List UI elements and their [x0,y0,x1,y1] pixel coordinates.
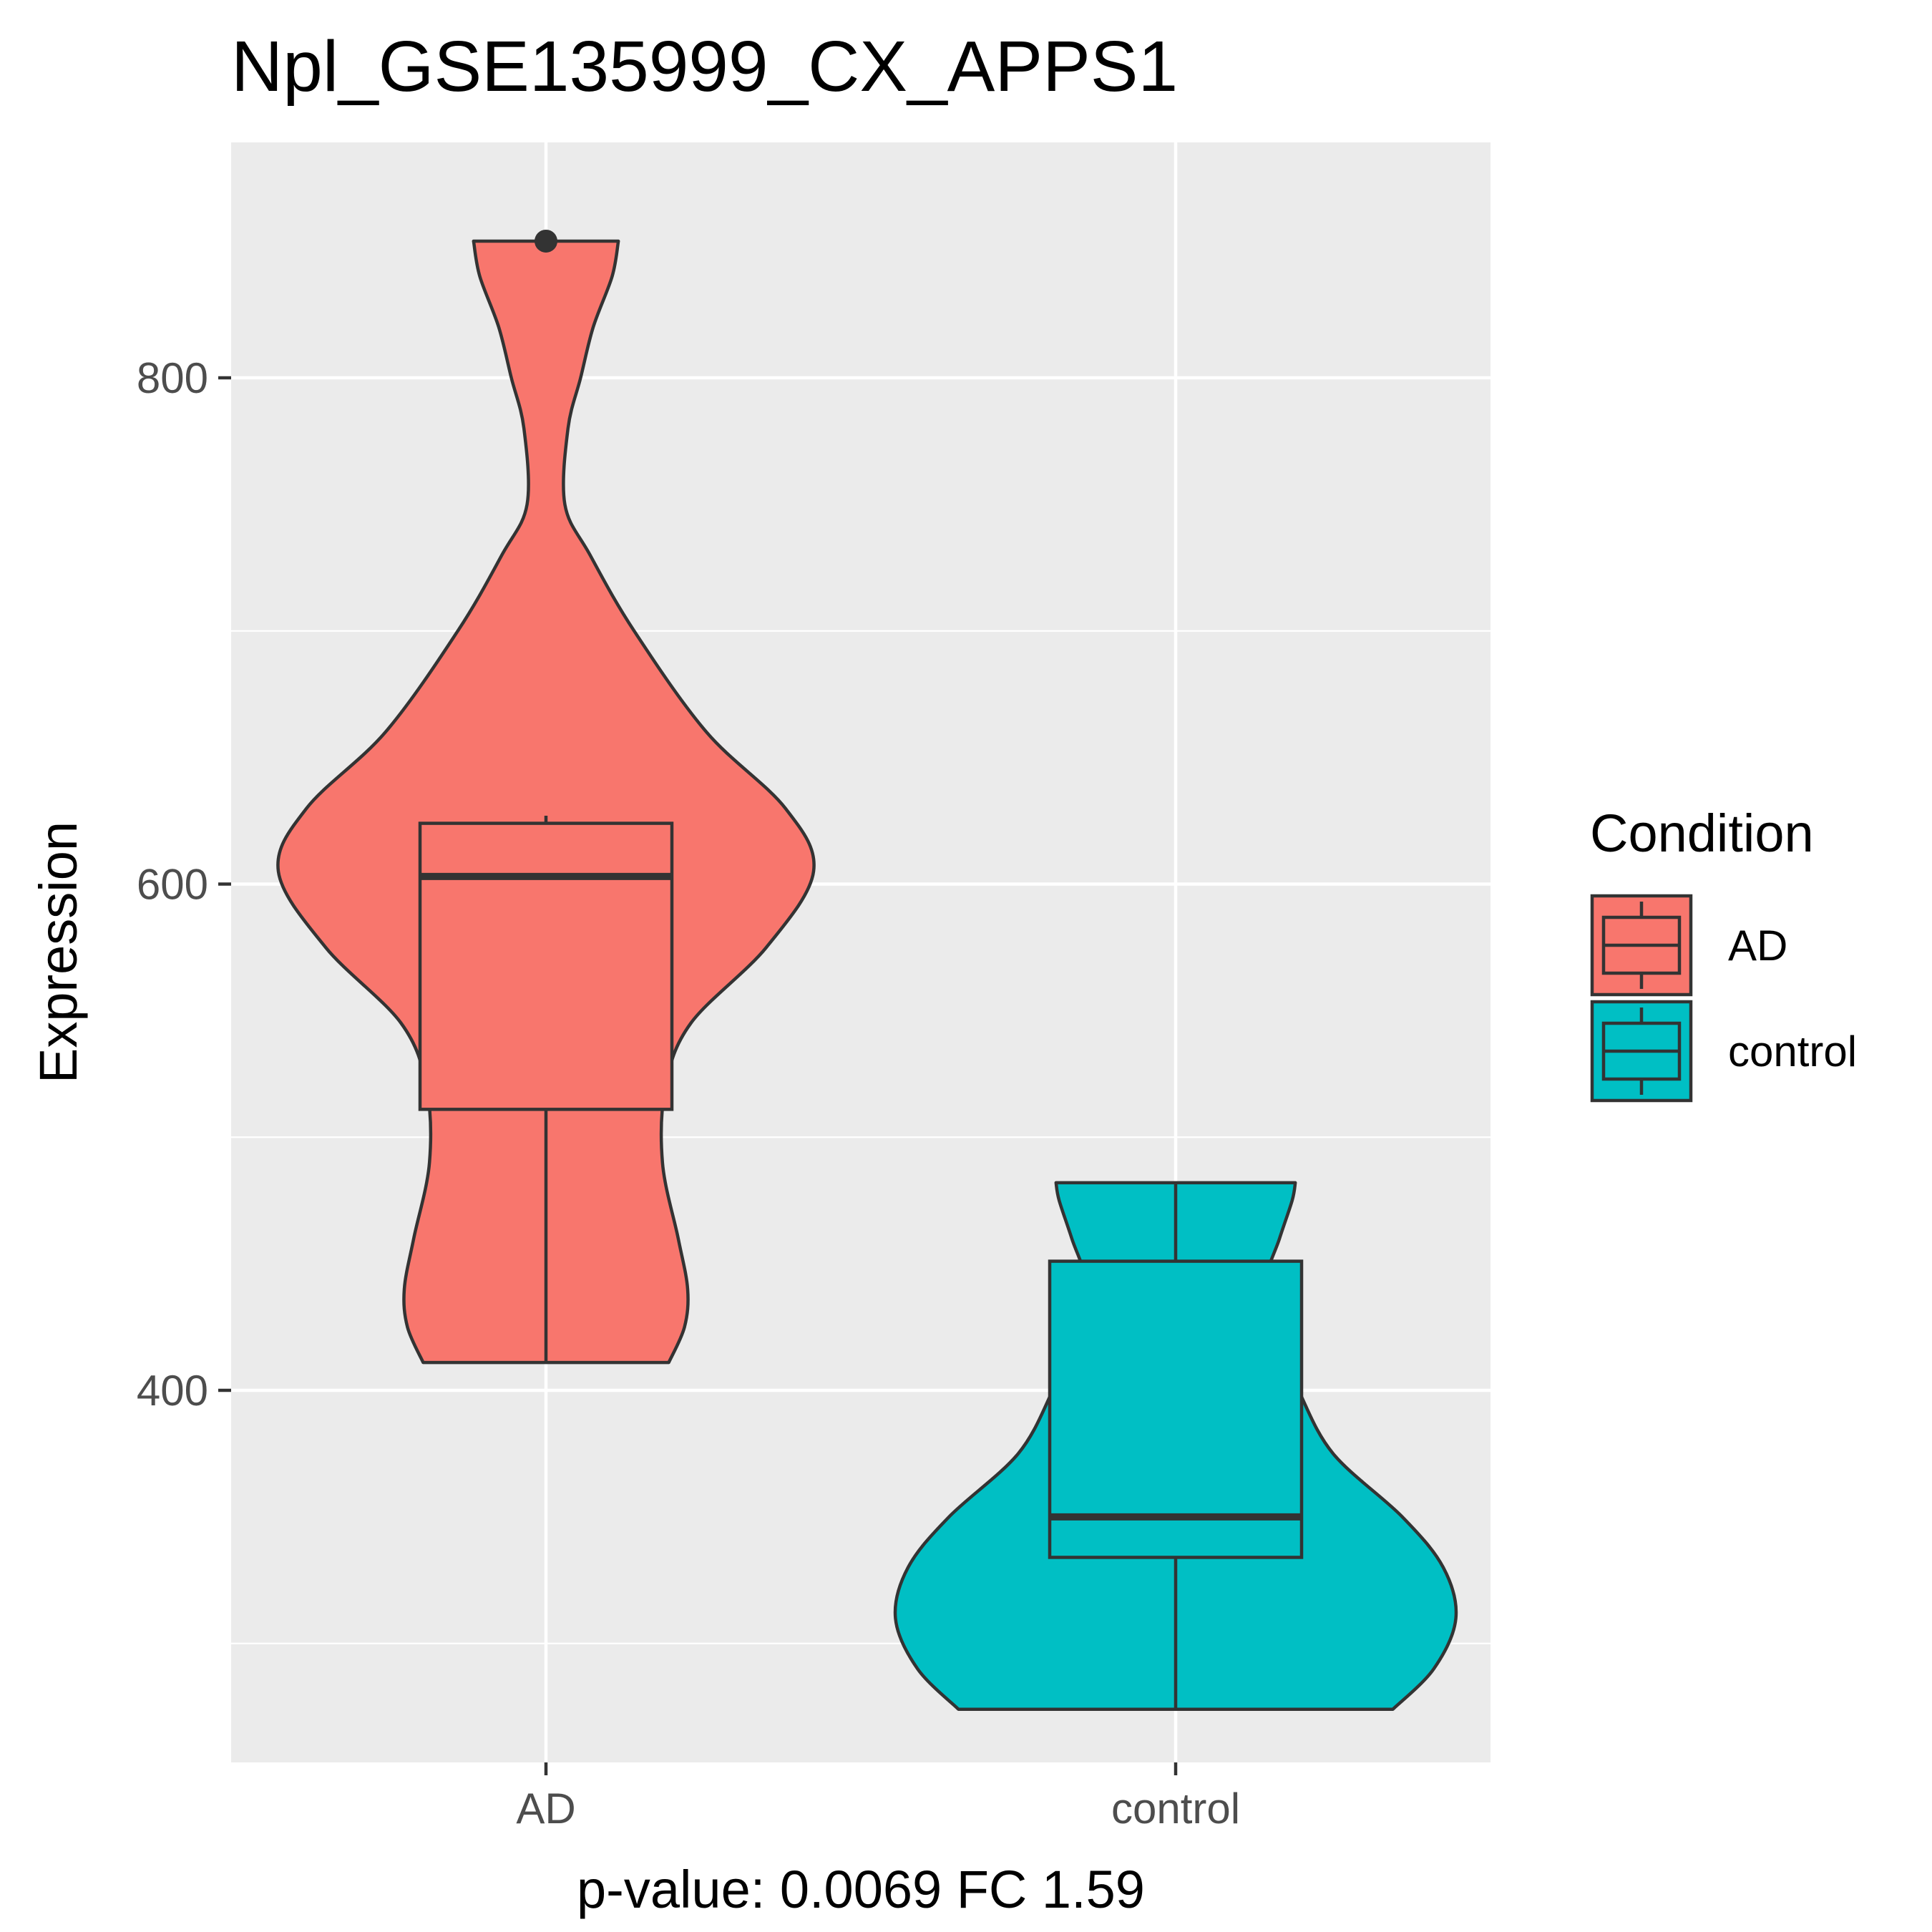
legend-label-AD: AD [1728,922,1787,970]
box-AD [418,821,674,1111]
y-axis: 400 600 800 [137,354,231,1415]
y-tick-label: 400 [137,1367,208,1415]
outlier-point-AD [535,229,557,253]
chart-title: Npl_GSE135999_CX_APPS1 [231,26,1178,107]
violin-AD [276,239,816,1365]
legend-label-control: control [1728,1028,1857,1075]
box-control [1048,1259,1304,1559]
legend: Condition AD control [1590,804,1857,1103]
y-tick-label: 600 [137,860,208,908]
violin-layer [276,229,1458,1711]
legend-title: Condition [1590,804,1814,863]
x-tick-label: control [1111,1785,1240,1833]
x-tick-label: AD [516,1785,575,1833]
y-tick-label: 800 [137,354,208,402]
y-axis-title: Expression [29,821,88,1083]
x-axis-title: p-value: 0.0069 FC 1.59 [577,1860,1145,1919]
x-axis: AD control [516,1762,1240,1833]
